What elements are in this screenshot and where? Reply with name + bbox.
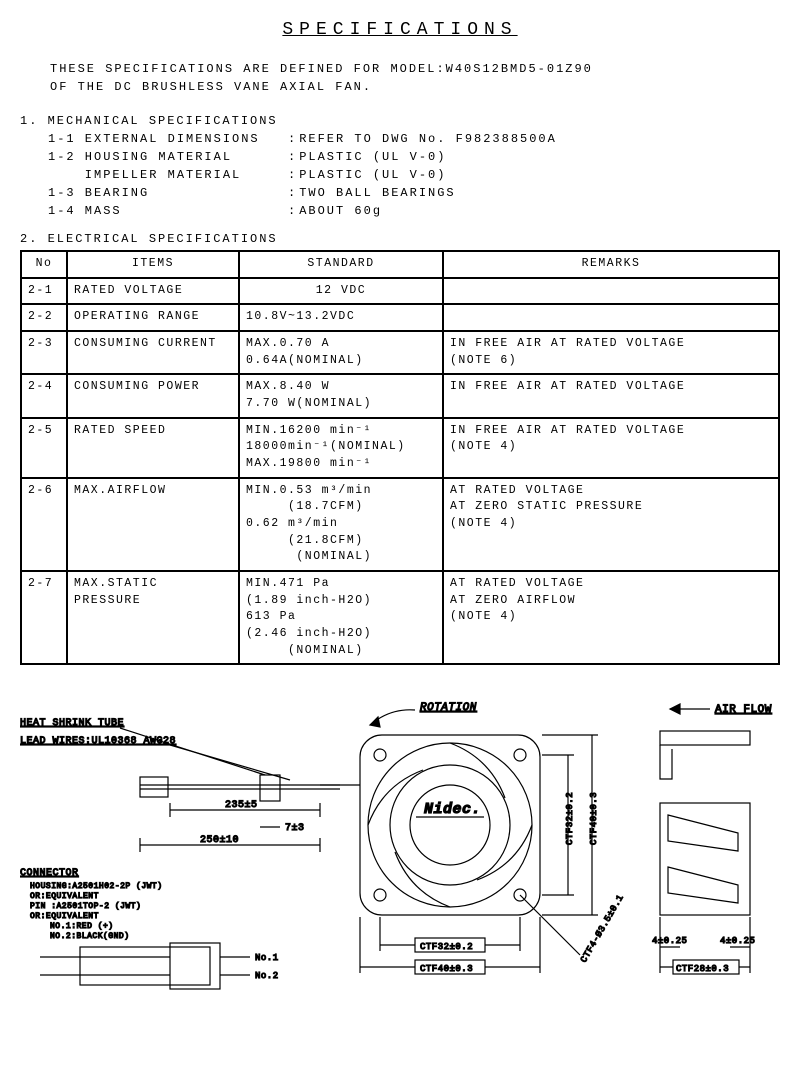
cell-standard: MIN.0.53 m³/min (18.7CFM) 0.62 m³/min (2… [239, 478, 443, 571]
pin-no2: No.2 [255, 971, 279, 981]
connector-spec: PIN :A2501TOP-2 (JWT) [30, 902, 141, 911]
label-connector: CONNECTOR [20, 868, 79, 879]
label-rotation: ROTATION [420, 702, 477, 714]
cell-remarks: IN FREE AIR AT RATED VOLTAGE (NOTE 4) [443, 418, 779, 478]
cell-item: RATED VOLTAGE [67, 278, 239, 305]
mechanical-heading: 1. MECHANICAL SPECIFICATIONS [20, 114, 780, 128]
col-header-remarks: REMARKS [443, 251, 779, 278]
table-row: 2-6 MAX.AIRFLOW MIN.0.53 m³/min (18.7CFM… [21, 478, 779, 571]
brand-label: Nidec. [424, 801, 481, 818]
electrical-heading: 2. ELECTRICAL SPECIFICATIONS [20, 232, 780, 246]
cell-item: OPERATING RANGE [67, 304, 239, 331]
dim-side-4a: 4±0.25 [652, 936, 687, 946]
table-row: 2-2 OPERATING RANGE 10.8V~13.2VDC [21, 304, 779, 331]
label-heat-shrink: HEAT SHRINK TUBE [20, 718, 124, 729]
intro-line-1: THESE SPECIFICATIONS ARE DEFINED FOR MOD… [50, 60, 780, 78]
mech-label: 1-3 BEARING [48, 184, 288, 202]
pin-no1: No.1 [255, 953, 279, 963]
mechanical-drawing: HEAT SHRINK TUBE LEAD WIRES:UL10368 AWG2… [20, 695, 780, 998]
electrical-table: No ITEMS STANDARD REMARKS 2-1 RATED VOLT… [20, 250, 780, 665]
mech-row: 1-2 HOUSING MATERIALPLASTIC (UL V-0) [48, 148, 780, 166]
connector-spec: OR:EQUIVALENT [30, 912, 99, 921]
table-row: 2-4 CONSUMING POWER MAX.8.40 W 7.70 W(NO… [21, 374, 779, 417]
cell-no: 2-7 [21, 571, 67, 664]
mech-label: 1-1 EXTERNAL DIMENSIONS [48, 130, 288, 148]
cell-item: RATED SPEED [67, 418, 239, 478]
cell-remarks [443, 304, 779, 331]
intro-block: THESE SPECIFICATIONS ARE DEFINED FOR MOD… [50, 60, 780, 96]
cell-remarks: IN FREE AIR AT RATED VOLTAGE (NOTE 6) [443, 331, 779, 374]
label-airflow: AIR FLOW [715, 704, 772, 716]
connector-spec: OR:EQUIVALENT [30, 892, 99, 901]
mech-value: PLASTIC (UL V-0) [288, 166, 446, 184]
cell-standard: MIN.16200 min⁻¹ 18000min⁻¹(NOMINAL) MAX.… [239, 418, 443, 478]
dim-hole: CTF4-Ø3.5±0.1 [579, 893, 626, 964]
mech-label: IMPELLER MATERIAL [48, 166, 288, 184]
mech-label: 1-2 HOUSING MATERIAL [48, 148, 288, 166]
dim-235: 235±5 [225, 800, 258, 811]
drawing-svg: HEAT SHRINK TUBE LEAD WIRES:UL10368 AWG2… [20, 695, 780, 995]
mechanical-list: 1-1 EXTERNAL DIMENSIONSREFER TO DWG No. … [48, 130, 780, 220]
connector-spec: NO.2:BLACK(GND) [50, 932, 130, 941]
dim-side-28: CTF28±0.3 [676, 964, 729, 974]
dim-ctf40h: CTF40±0.3 [420, 964, 473, 974]
table-row: 2-1 RATED VOLTAGE 12 VDC [21, 278, 779, 305]
cell-remarks: IN FREE AIR AT RATED VOLTAGE [443, 374, 779, 417]
col-header-items: ITEMS [67, 251, 239, 278]
mech-value: PLASTIC (UL V-0) [288, 148, 446, 166]
cell-item: CONSUMING POWER [67, 374, 239, 417]
dim-ctf32v: CTF32±0.2 [565, 792, 575, 845]
col-header-standard: STANDARD [239, 251, 443, 278]
cell-item: MAX.STATIC PRESSURE [67, 571, 239, 664]
cell-standard: 10.8V~13.2VDC [239, 304, 443, 331]
label-lead-wires: LEAD WIRES:UL10368 AWG28 [20, 736, 176, 747]
mech-value: TWO BALL BEARINGS [288, 184, 456, 202]
dim-7: 7±3 [285, 823, 305, 834]
dim-ctf32h: CTF32±0.2 [420, 942, 473, 952]
table-row: 2-7 MAX.STATIC PRESSURE MIN.471 Pa (1.89… [21, 571, 779, 664]
cell-standard: MAX.0.70 A 0.64A(NOMINAL) [239, 331, 443, 374]
col-header-no: No [21, 251, 67, 278]
intro-line-2: OF THE DC BRUSHLESS VANE AXIAL FAN. [50, 78, 780, 96]
cell-no: 2-4 [21, 374, 67, 417]
cell-no: 2-2 [21, 304, 67, 331]
page-title: SPECIFICATIONS [20, 20, 780, 40]
table-header-row: No ITEMS STANDARD REMARKS [21, 251, 779, 278]
mech-row: 1-1 EXTERNAL DIMENSIONSREFER TO DWG No. … [48, 130, 780, 148]
cell-no: 2-1 [21, 278, 67, 305]
connector-spec: NO.1:RED (+) [50, 922, 114, 931]
cell-item: MAX.AIRFLOW [67, 478, 239, 571]
mech-row: 1-3 BEARINGTWO BALL BEARINGS [48, 184, 780, 202]
mech-label: 1-4 MASS [48, 202, 288, 220]
cell-item: CONSUMING CURRENT [67, 331, 239, 374]
cell-standard: MAX.8.40 W 7.70 W(NOMINAL) [239, 374, 443, 417]
cell-no: 2-3 [21, 331, 67, 374]
cell-no: 2-6 [21, 478, 67, 571]
dim-ctf40v: CTF40±0.3 [589, 792, 599, 845]
mech-value: REFER TO DWG No. F982388500A [288, 130, 557, 148]
cell-remarks [443, 278, 779, 305]
cell-standard: MIN.471 Pa (1.89 inch-H2O) 613 Pa (2.46 … [239, 571, 443, 664]
cell-remarks: AT RATED VOLTAGE AT ZERO AIRFLOW (NOTE 4… [443, 571, 779, 664]
connector-spec: HOUSING:A2501H02-2P (JWT) [30, 882, 163, 891]
mech-value: ABOUT 60g [288, 202, 382, 220]
cell-standard: 12 VDC [239, 278, 443, 305]
cell-remarks: AT RATED VOLTAGE AT ZERO STATIC PRESSURE… [443, 478, 779, 571]
mech-row: 1-4 MASSABOUT 60g [48, 202, 780, 220]
dim-250: 250±10 [200, 835, 239, 846]
table-row: 2-5 RATED SPEED MIN.16200 min⁻¹ 18000min… [21, 418, 779, 478]
cell-no: 2-5 [21, 418, 67, 478]
mech-row: IMPELLER MATERIALPLASTIC (UL V-0) [48, 166, 780, 184]
table-row: 2-3 CONSUMING CURRENT MAX.0.70 A 0.64A(N… [21, 331, 779, 374]
